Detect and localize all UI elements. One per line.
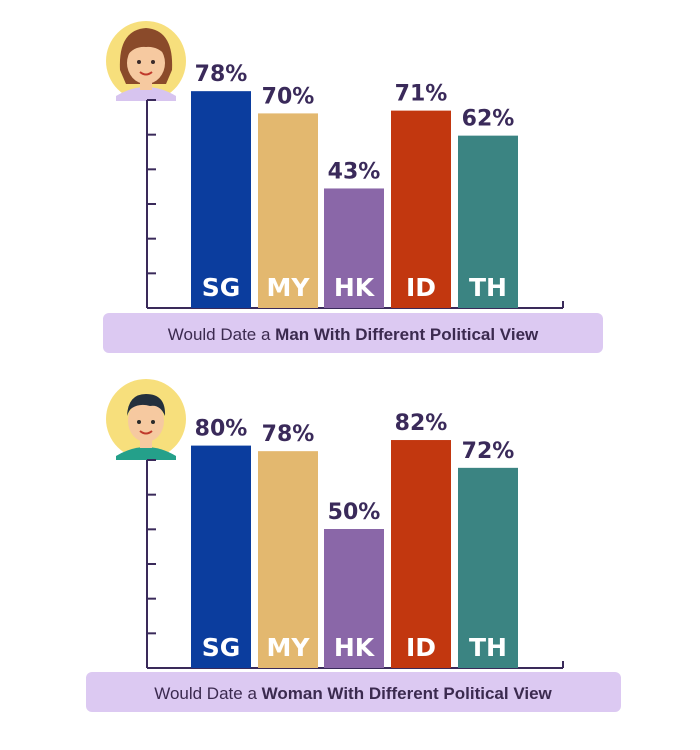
bar-category-label: TH <box>469 273 507 302</box>
chart-woman-political-view: 80% SG 78% MY 50% HK 82% ID 72% TH Would Date a W… <box>0 370 700 740</box>
bar-th <box>458 135 518 308</box>
chart-man-political-view: 78% SG 70% MY 43% HK 71% ID 62% TH Would Date a M… <box>0 0 700 370</box>
bar-value-label: 71% <box>395 82 448 107</box>
bar-value-label: 62% <box>462 107 515 132</box>
bar-category-label: HK <box>334 273 376 302</box>
bar-my <box>258 451 318 668</box>
woman-avatar-icon <box>106 21 186 101</box>
caption-text: Would Date a Man With Different Politica… <box>168 325 539 344</box>
caption-text: Would Date a Woman With Different Politi… <box>154 684 552 703</box>
bar-category-label: TH <box>469 633 507 662</box>
bar-hk <box>324 529 384 668</box>
bar-value-label: 43% <box>328 159 381 184</box>
bar-category-label: MY <box>267 273 311 302</box>
bar-category-label: HK <box>334 633 376 662</box>
bar-category-label: SG <box>202 273 241 302</box>
man-avatar-icon <box>106 379 186 460</box>
caption: Would Date a Woman With Different Politi… <box>86 672 621 712</box>
bar-category-label: ID <box>406 273 436 302</box>
bar-value-label: 70% <box>262 84 315 109</box>
caption-background <box>86 672 621 712</box>
bar-value-label: 50% <box>328 500 381 525</box>
bar-category-label: ID <box>406 633 436 662</box>
bars-group: 80% SG 78% MY 50% HK 82% ID 72% TH <box>191 411 518 668</box>
bar-category-label: SG <box>202 633 241 662</box>
caption: Would Date a Man With Different Politica… <box>103 313 603 353</box>
bar-id <box>391 440 451 668</box>
bar-value-label: 72% <box>462 439 515 464</box>
bar-value-label: 82% <box>395 411 448 436</box>
bar-value-label: 80% <box>195 417 248 442</box>
bar-chart-svg: 80% SG 78% MY 50% HK 82% ID 72% TH Would Date a W… <box>86 379 621 712</box>
bar-value-label: 78% <box>195 62 248 87</box>
bar-sg <box>191 445 251 668</box>
bar-category-label: MY <box>267 633 311 662</box>
caption-background <box>103 313 603 353</box>
bar-value-label: 78% <box>262 422 315 447</box>
bar-th <box>458 467 518 668</box>
bars-group: 78% SG 70% MY 43% HK 71% ID 62% TH <box>191 62 518 309</box>
bar-my <box>258 113 318 309</box>
bar-hk <box>324 188 384 308</box>
bar-chart-svg: 78% SG 70% MY 43% HK 71% ID 62% TH Would Date a M… <box>103 21 603 353</box>
bar-sg <box>191 91 251 308</box>
bar-id <box>391 110 451 309</box>
